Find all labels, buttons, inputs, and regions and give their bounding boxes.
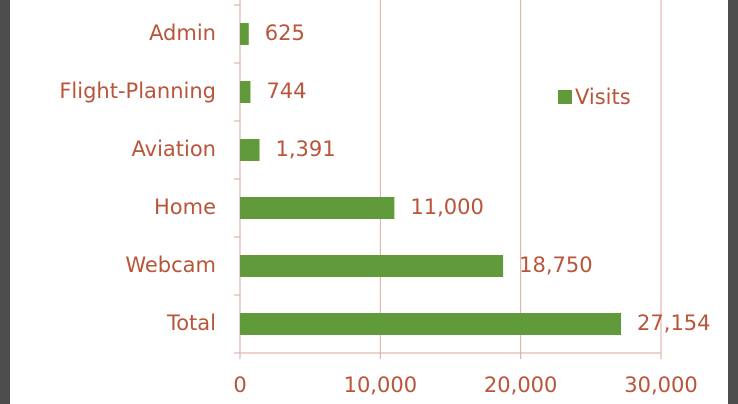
y-tick-label: Flight-Planning [59, 79, 216, 103]
bar [240, 313, 622, 335]
x-tick-label: 0 [233, 373, 246, 397]
y-tick-label: Admin [149, 21, 216, 45]
bar [240, 81, 251, 103]
y-tick-label: Webcam [125, 253, 216, 277]
data-label: 625 [265, 21, 305, 45]
bar [240, 23, 249, 45]
bar [240, 139, 260, 161]
data-label: 1,391 [276, 137, 336, 161]
legend-swatch [558, 90, 572, 104]
x-tick-label: 10,000 [344, 373, 417, 397]
data-label: 27,154 [637, 311, 710, 335]
x-tick-label: 30,000 [624, 373, 697, 397]
y-tick-label: Total [166, 311, 216, 335]
bar [240, 255, 504, 277]
bar [240, 197, 395, 219]
y-tick-label: Aviation [132, 137, 217, 161]
data-label: 744 [266, 79, 306, 103]
data-label: 11,000 [410, 195, 483, 219]
x-tick-label: 20,000 [484, 373, 557, 397]
data-label: 18,750 [519, 253, 592, 277]
y-tick-label: Home [154, 195, 216, 219]
legend-label: Visits [575, 85, 631, 109]
